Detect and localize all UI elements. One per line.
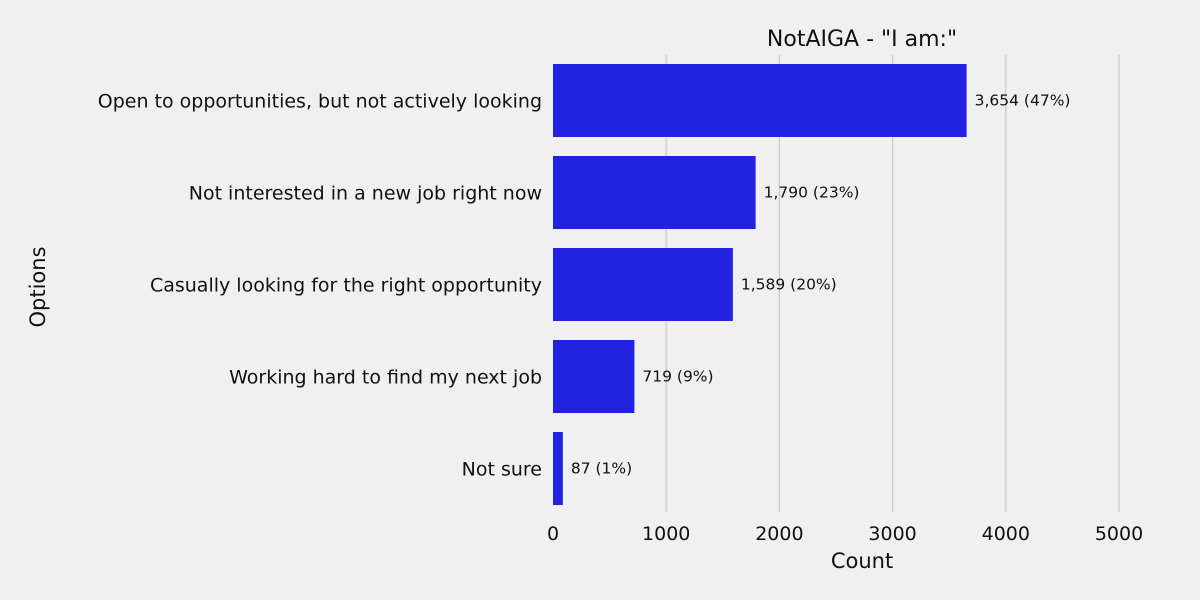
- x-tick-label: 4000: [982, 523, 1030, 545]
- bars: [553, 64, 967, 505]
- category-label: Open to opportunities, but not actively …: [98, 91, 542, 113]
- bar: [553, 340, 635, 413]
- data-label: 1,589 (20%): [741, 276, 837, 294]
- chart-title: NotAIGA - "I am:": [767, 27, 957, 52]
- bar: [553, 432, 563, 505]
- x-tick-labels: 0 1000 2000 3000 4000 5000: [547, 523, 1143, 545]
- x-tick-label: 3000: [868, 523, 916, 545]
- data-label: 3,654 (47%): [975, 92, 1071, 110]
- bar: [553, 248, 733, 321]
- category-labels: Open to opportunities, but not actively …: [98, 91, 542, 481]
- bar: [553, 156, 756, 229]
- category-label: Casually looking for the right opportuni…: [150, 275, 542, 297]
- x-tick-label: 5000: [1095, 523, 1143, 545]
- data-label: 1,790 (23%): [764, 184, 860, 202]
- y-axis-label: Options: [26, 246, 50, 327]
- data-label: 87 (1%): [571, 460, 632, 478]
- category-label: Not interested in a new job right now: [189, 183, 542, 205]
- data-label: 719 (9%): [642, 368, 713, 386]
- x-tick-label: 0: [547, 523, 559, 545]
- bar: [553, 64, 967, 137]
- data-labels: 3,654 (47%) 1,790 (23%) 1,589 (20%) 719 (9%…: [571, 92, 1071, 478]
- x-axis-label: Count: [831, 549, 893, 573]
- category-label: Working hard to find my next job: [229, 367, 542, 389]
- x-tick-label: 2000: [755, 523, 803, 545]
- x-tick-label: 1000: [642, 523, 690, 545]
- category-label: Not sure: [462, 459, 542, 481]
